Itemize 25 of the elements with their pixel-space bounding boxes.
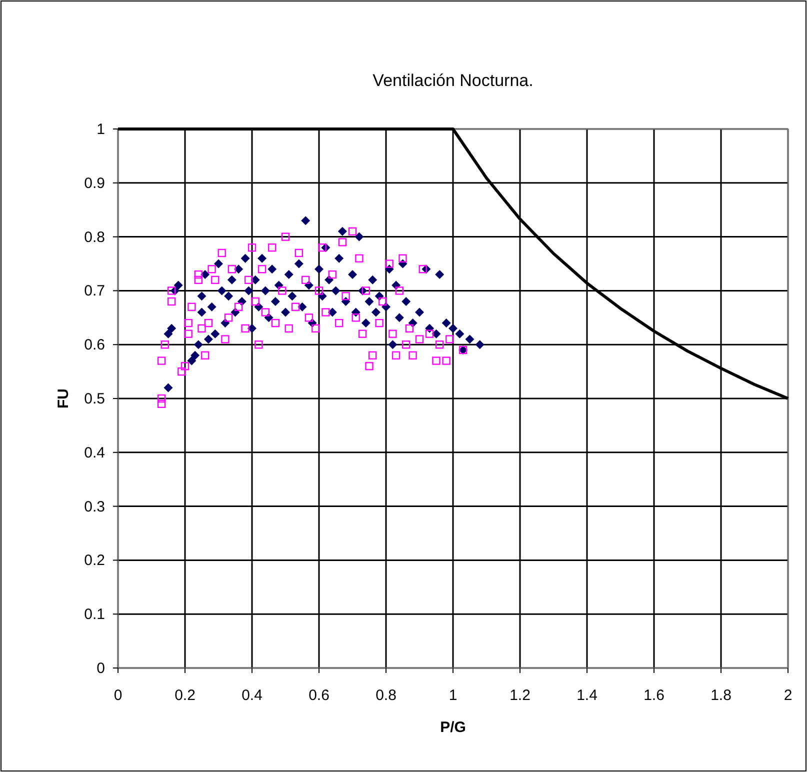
- x-tick-label: 0.2: [174, 687, 196, 704]
- x-tick-label: 1.6: [644, 687, 664, 704]
- y-tick-label: 0.4: [84, 444, 105, 462]
- x-tick-label: 1: [448, 687, 458, 704]
- y-axis-title: FU: [55, 388, 72, 408]
- y-tick-label: 0.8: [84, 228, 105, 246]
- y-tick-label: 1: [96, 121, 105, 138]
- y-tick-label: 0.7: [84, 282, 105, 300]
- y-tick-label: 0: [96, 660, 105, 677]
- y-tick-label: 0.9: [84, 174, 105, 192]
- x-tick-label: 0.4: [242, 687, 262, 704]
- x-tick-label: 2: [784, 687, 792, 704]
- y-tick-label: 0.1: [84, 606, 105, 624]
- y-tick-label: 0.3: [84, 498, 105, 516]
- x-axis-title: P/G: [440, 719, 466, 736]
- y-tick-label: 0.5: [84, 390, 105, 408]
- x-tick-label: 1.2: [510, 687, 530, 704]
- y-tick-label: 0.2: [84, 552, 105, 570]
- x-tick-label: 0.6: [308, 687, 330, 704]
- x-tick-label: 1.8: [710, 687, 732, 704]
- x-tick-label: 1.4: [576, 687, 598, 704]
- x-tick-label: 0: [114, 687, 122, 704]
- y-tick-label: 0.6: [84, 336, 105, 354]
- x-tick-label: 0.8: [376, 687, 396, 704]
- chart-title: Ventilación Nocturna.: [372, 71, 534, 90]
